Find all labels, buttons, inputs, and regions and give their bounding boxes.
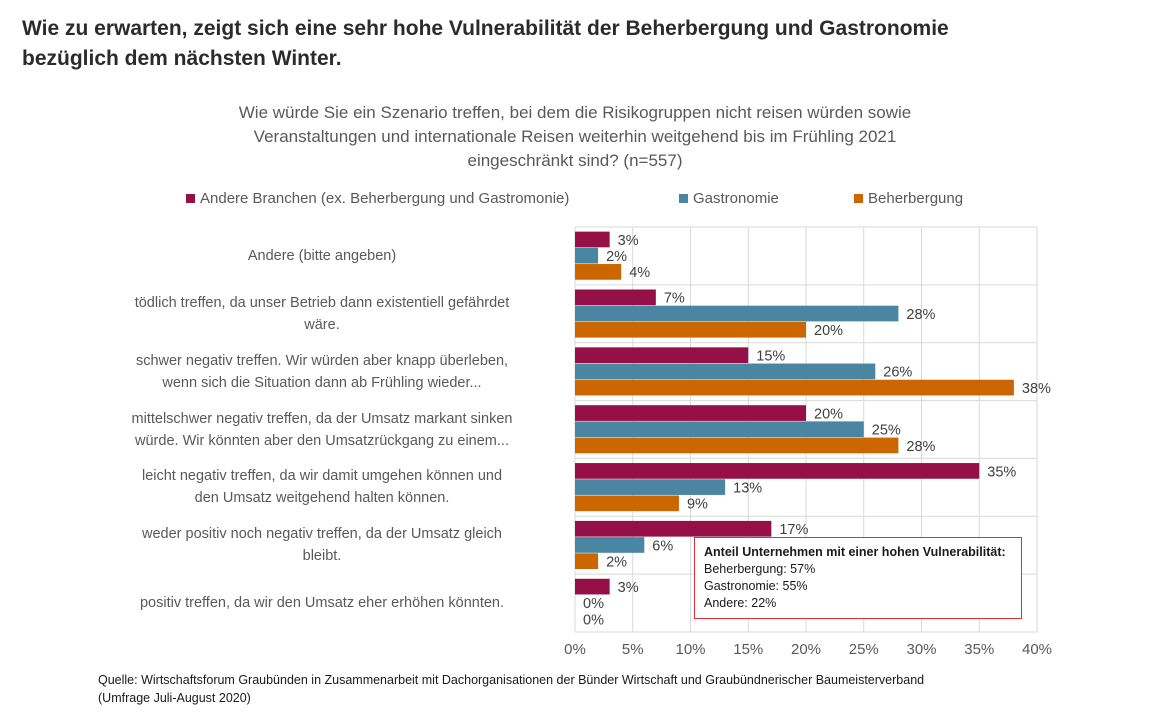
data-label: 2% bbox=[606, 555, 627, 571]
x-tick-label: 5% bbox=[622, 641, 644, 658]
chart-title-line-3: eingeschränkt sind? (n=557) bbox=[467, 151, 683, 170]
data-label: 20% bbox=[814, 323, 843, 339]
data-label: 20% bbox=[814, 406, 843, 422]
vulnerability-callout-box: Anteil Unternehmen mit einer hohen Vulne… bbox=[694, 537, 1022, 619]
x-tick-label: 40% bbox=[1022, 641, 1052, 658]
headline-line-2: bezüglich dem nächsten Winter. bbox=[22, 47, 342, 70]
legend-label-beherbergung: Beherbergung bbox=[868, 190, 964, 207]
slide-headline: Wie zu erwarten, zeigt sich eine sehr ho… bbox=[22, 14, 1142, 74]
category-label: Andere (bitte angeben) bbox=[87, 245, 557, 267]
bar-gastronomie bbox=[575, 537, 645, 553]
category-label-line: leicht negativ treffen, da wir damit umg… bbox=[141, 468, 503, 485]
legend-item-andere: Andere Branchen (ex. Beherbergung und Ga… bbox=[186, 190, 569, 207]
data-label: 3% bbox=[618, 233, 639, 249]
data-label: 4% bbox=[629, 265, 650, 281]
bar-beherbergung bbox=[575, 437, 899, 454]
chart-title-line-2: Veranstaltungen und internationale Reise… bbox=[253, 127, 897, 146]
legend-swatch-beherbergung bbox=[854, 194, 863, 203]
bar-beherbergung bbox=[575, 553, 599, 570]
x-tick-label: 30% bbox=[906, 641, 936, 658]
source-note: Quelle: Wirtschaftsforum Graubünden in Z… bbox=[98, 671, 924, 707]
bar-andere bbox=[575, 347, 749, 364]
data-label: 6% bbox=[652, 538, 673, 554]
category-label-line: schwer negativ treffen. Wir würden aber … bbox=[135, 352, 509, 369]
data-label: 3% bbox=[618, 580, 639, 596]
category-label-line: würde. Wir könnten aber den Umsatzrückga… bbox=[135, 432, 509, 449]
category-label-line: positiv treffen, da wir den Umsatz eher … bbox=[139, 595, 505, 612]
legend-label-gastronomie: Gastronomie bbox=[693, 190, 779, 207]
bar-gastronomie bbox=[575, 479, 726, 495]
category-label-line: Andere (bitte angeben) bbox=[247, 247, 397, 264]
bar-beherbergung bbox=[575, 379, 1014, 396]
bar-andere bbox=[575, 463, 980, 479]
data-label: 0% bbox=[583, 612, 604, 628]
source-line-1: Quelle: Wirtschaftsforum Graubünden in Z… bbox=[98, 673, 925, 687]
x-tick-label: 0% bbox=[564, 641, 586, 658]
bar-gastronomie bbox=[575, 247, 599, 264]
data-label: 9% bbox=[687, 497, 708, 513]
legend-item-beherbergung: Beherbergung bbox=[854, 190, 963, 207]
data-label: 15% bbox=[756, 349, 785, 365]
legend-item-gastronomie: Gastronomie bbox=[679, 190, 779, 207]
category-label-line: weder positiv noch negativ treffen, da d… bbox=[141, 526, 502, 543]
bar-beherbergung bbox=[575, 495, 679, 512]
x-tick-label: 10% bbox=[675, 641, 705, 658]
category-label: positiv treffen, da wir den Umsatz eher … bbox=[87, 592, 557, 614]
bar-gastronomie bbox=[575, 421, 864, 438]
headline-line-1: Wie zu erwarten, zeigt sich eine sehr ho… bbox=[22, 17, 949, 40]
category-label: schwer negativ treffen. Wir würden aber … bbox=[87, 350, 557, 394]
bar-gastronomie bbox=[575, 363, 876, 380]
callout-line-andere: Andere: 22% bbox=[704, 596, 777, 610]
source-line-2: (Umfrage Juli-August 2020) bbox=[98, 691, 251, 705]
callout-title: Anteil Unternehmen mit einer hohen Vulne… bbox=[704, 545, 1006, 559]
category-label: leicht negativ treffen, da wir damit umg… bbox=[87, 465, 557, 509]
bar-andere bbox=[575, 231, 610, 248]
category-label: mittelschwer negativ treffen, da der Ums… bbox=[87, 408, 557, 452]
bar-andere bbox=[575, 578, 610, 595]
data-label: 7% bbox=[664, 291, 685, 307]
bar-andere bbox=[575, 405, 806, 421]
callout-line-beherbergung: Beherbergung: 57% bbox=[704, 562, 816, 576]
x-tick-label: 35% bbox=[964, 641, 994, 658]
data-label: 17% bbox=[779, 522, 808, 538]
x-tick-label: 25% bbox=[849, 641, 879, 658]
legend-swatch-andere bbox=[186, 194, 195, 203]
data-label: 28% bbox=[906, 307, 935, 323]
category-label-line: bleibt. bbox=[302, 548, 342, 565]
category-label-line: den Umsatz weitgehend halten können. bbox=[194, 490, 450, 507]
category-label-line: tödlich treffen, da unser Betrieb dann e… bbox=[134, 294, 510, 311]
data-label: 28% bbox=[906, 439, 935, 455]
data-label: 13% bbox=[733, 480, 762, 496]
bar-andere bbox=[575, 289, 656, 306]
category-label: weder positiv noch negativ treffen, da d… bbox=[87, 523, 557, 567]
data-label: 35% bbox=[987, 464, 1016, 480]
chart-legend: Andere Branchen (ex. Beherbergung und Ga… bbox=[0, 190, 1165, 210]
data-label: 25% bbox=[872, 423, 901, 439]
bar-andere bbox=[575, 520, 772, 537]
bar-beherbergung bbox=[575, 264, 622, 280]
data-label: 38% bbox=[1022, 381, 1051, 397]
data-label: 0% bbox=[583, 596, 604, 612]
legend-label-andere: Andere Branchen (ex. Beherbergung und Ga… bbox=[200, 190, 570, 207]
category-label-line: mittelschwer negativ treffen, da der Ums… bbox=[131, 410, 513, 427]
category-label: tödlich treffen, da unser Betrieb dann e… bbox=[87, 292, 557, 336]
bar-gastronomie bbox=[575, 305, 899, 322]
x-tick-label: 20% bbox=[791, 641, 821, 658]
data-label: 26% bbox=[883, 365, 912, 381]
category-label-line: wenn sich die Situation dann ab Frühling… bbox=[162, 374, 482, 391]
data-label: 2% bbox=[606, 249, 627, 265]
chart-title: Wie würde Sie ein Szenario treffen, bei … bbox=[150, 101, 1000, 173]
bar-beherbergung bbox=[575, 321, 806, 338]
x-tick-label: 15% bbox=[733, 641, 763, 658]
legend-swatch-gastronomie bbox=[679, 194, 688, 203]
category-label-line: wäre. bbox=[304, 316, 340, 333]
chart-title-line-1: Wie würde Sie ein Szenario treffen, bei … bbox=[238, 103, 912, 122]
callout-line-gastronomie: Gastronomie: 55% bbox=[704, 579, 808, 593]
